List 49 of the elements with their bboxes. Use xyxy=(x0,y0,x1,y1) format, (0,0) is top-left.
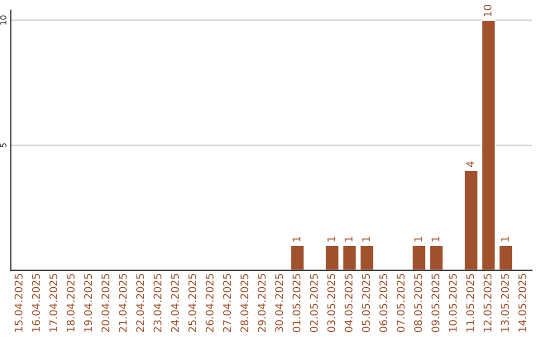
data-label: 1 xyxy=(432,236,440,242)
data-label: 1 xyxy=(292,236,300,242)
x-tick-label: 22.04.2025 xyxy=(136,274,144,332)
data-label: 1 xyxy=(327,236,336,242)
x-tick-label: 14.05.2025 xyxy=(518,274,526,332)
bar xyxy=(463,170,479,270)
data-label: 1 xyxy=(414,236,422,242)
bar xyxy=(411,244,427,270)
x-tick-label: 05.05.2025 xyxy=(362,274,370,332)
data-label: 1 xyxy=(501,236,509,242)
x-tick-label: 03.05.2025 xyxy=(327,274,336,332)
x-tick-label: 28.04.2025 xyxy=(240,274,248,332)
x-tick-label: 07.05.2025 xyxy=(396,274,405,332)
x-tick-label: 29.04.2025 xyxy=(258,274,266,332)
x-tick-label: 18.04.2025 xyxy=(66,274,75,332)
data-label: 10 xyxy=(484,4,492,16)
bar xyxy=(480,20,496,270)
x-tick-label: 27.04.2025 xyxy=(223,274,231,332)
x-tick-label: 19.04.2025 xyxy=(84,274,92,332)
x-tick-label: 09.05.2025 xyxy=(432,274,440,332)
bar xyxy=(342,244,358,270)
bar xyxy=(290,244,306,270)
bar xyxy=(428,244,444,270)
x-tick-label: 16.04.2025 xyxy=(32,274,40,332)
x-tick-label: 30.04.2025 xyxy=(275,274,284,332)
x-tick-label: 02.05.2025 xyxy=(310,274,318,332)
x-tick-label: 13.05.2025 xyxy=(500,274,509,332)
bar xyxy=(359,244,375,270)
x-tick-label: 17.04.2025 xyxy=(49,274,58,332)
bar xyxy=(498,244,514,270)
x-tick-label: 08.05.2025 xyxy=(414,274,422,332)
x-tick-label: 01.05.2025 xyxy=(292,274,300,332)
x-tick-label: 21.04.2025 xyxy=(118,274,127,332)
x-tick-label: 12.05.2025 xyxy=(484,274,492,332)
x-tick-label: 24.04.2025 xyxy=(170,274,179,332)
data-label: 1 xyxy=(344,236,352,242)
x-tick-label: 15.04.2025 xyxy=(14,274,23,332)
data-label: 1 xyxy=(362,236,370,242)
x-tick-label: 10.05.2025 xyxy=(448,274,457,332)
bar xyxy=(324,244,340,270)
x-tick-label: 06.05.2025 xyxy=(379,274,388,332)
x-tick-label: 20.04.2025 xyxy=(101,274,110,332)
data-label: 4 xyxy=(466,161,474,167)
x-tick-label: 26.04.2025 xyxy=(206,274,214,332)
x-tick-label: 11.05.2025 xyxy=(466,274,474,332)
y-tick-label: 5 xyxy=(0,143,6,148)
x-tick-label: 04.05.2025 xyxy=(344,274,353,332)
x-tick-label: 25.04.2025 xyxy=(188,274,196,332)
x-tick-label: 23.04.2025 xyxy=(154,274,162,332)
